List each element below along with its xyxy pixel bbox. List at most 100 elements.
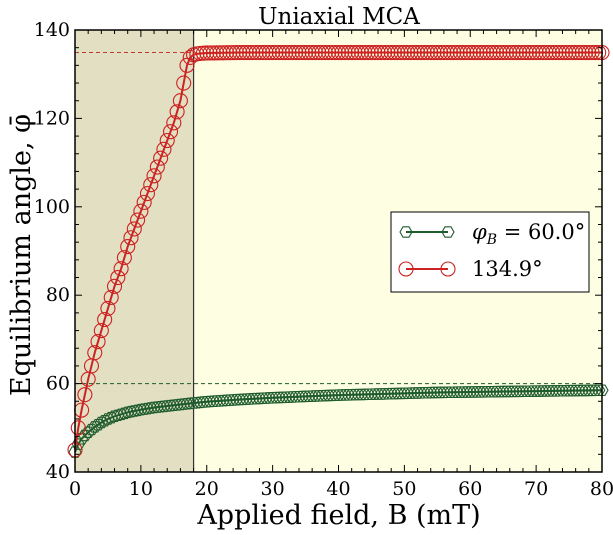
data-point <box>370 44 386 61</box>
data-point <box>479 44 495 61</box>
data-point <box>515 44 531 61</box>
data-point <box>133 203 149 219</box>
data-point <box>416 44 432 61</box>
data-point <box>159 132 175 149</box>
data-point <box>508 44 524 61</box>
data-point <box>475 44 491 61</box>
data-point <box>535 44 551 61</box>
data-point <box>469 44 485 61</box>
data-point <box>551 44 567 61</box>
data-point <box>327 44 343 61</box>
data-point <box>568 44 584 61</box>
data-point <box>311 44 327 61</box>
data-point <box>222 45 238 61</box>
data-point <box>548 44 564 61</box>
data-point <box>238 44 254 61</box>
legend-marker-1 <box>440 261 456 277</box>
data-point <box>199 45 215 61</box>
data-point <box>393 44 409 61</box>
data-point <box>436 44 452 61</box>
data-point <box>564 44 580 61</box>
data-point <box>439 44 455 61</box>
legend-label-0: φB = 60.0° <box>472 220 585 248</box>
data-point <box>70 420 86 436</box>
data-point <box>68 446 82 458</box>
data-point <box>357 44 373 61</box>
data-point <box>554 44 571 61</box>
data-point <box>169 104 185 120</box>
data-point <box>377 44 393 61</box>
data-point <box>380 44 396 61</box>
series-1 <box>67 44 610 458</box>
data-point <box>423 44 439 61</box>
x-axis-label: Applied field, B (mT) <box>196 500 480 531</box>
data-point <box>162 124 179 140</box>
data-point <box>288 44 304 61</box>
data-point <box>77 387 93 403</box>
data-point <box>584 44 600 61</box>
data-point <box>512 44 528 61</box>
legend-marker-0 <box>441 226 455 238</box>
y-tick-label: 120 <box>34 107 70 129</box>
data-point <box>541 44 557 61</box>
data-point <box>465 44 482 61</box>
data-point <box>261 44 277 61</box>
x-tick-label: 60 <box>458 478 482 500</box>
data-point <box>574 44 590 61</box>
data-point <box>291 44 307 61</box>
legend-marker-1 <box>398 261 414 277</box>
data-point <box>265 44 281 61</box>
data-point <box>126 221 142 237</box>
data-point <box>482 44 498 61</box>
data-point <box>561 44 577 61</box>
data-point <box>110 269 126 286</box>
data-point <box>334 44 350 61</box>
data-point <box>245 44 261 61</box>
data-point <box>462 44 478 61</box>
data-point <box>78 429 92 442</box>
x-tick-label: 50 <box>392 478 416 500</box>
data-point <box>284 44 300 61</box>
data-point <box>248 44 264 61</box>
data-point <box>225 45 241 61</box>
data-point <box>446 44 462 61</box>
legend: φB = 60.0° 134.9° <box>390 211 590 293</box>
data-point <box>456 44 472 61</box>
x-tick-label: 0 <box>69 478 81 500</box>
data-point <box>268 44 284 61</box>
data-point <box>373 44 389 61</box>
data-point <box>209 45 225 61</box>
data-point <box>350 44 366 61</box>
data-point <box>492 44 508 61</box>
data-point <box>400 44 416 61</box>
data-point <box>390 44 406 61</box>
y-axis-label: Equilibrium angle, φ̄ <box>6 114 37 396</box>
data-point <box>363 44 379 61</box>
data-point <box>406 44 422 61</box>
data-point <box>449 44 465 61</box>
data-point <box>91 418 105 431</box>
x-tick-label: 40 <box>326 478 350 500</box>
data-point <box>113 261 129 277</box>
data-point <box>330 44 347 61</box>
data-point <box>426 44 442 61</box>
data-point <box>98 414 112 427</box>
data-point <box>93 323 109 339</box>
data-point <box>591 44 607 61</box>
data-point <box>298 44 314 61</box>
y-tick-label: 80 <box>46 284 70 306</box>
data-point <box>521 44 538 61</box>
data-point <box>304 44 320 61</box>
legend-marker-0 <box>399 226 413 238</box>
data-point <box>442 44 459 61</box>
y-tick-label: 60 <box>46 373 70 395</box>
data-point <box>172 93 188 109</box>
legend-label-1: 134.9° <box>472 257 543 281</box>
data-point <box>403 44 419 61</box>
data-point <box>452 44 468 61</box>
x-tick-label: 10 <box>129 478 153 500</box>
data-point <box>581 44 597 61</box>
data-point <box>232 44 248 61</box>
data-point <box>317 44 333 61</box>
data-point <box>307 44 323 61</box>
